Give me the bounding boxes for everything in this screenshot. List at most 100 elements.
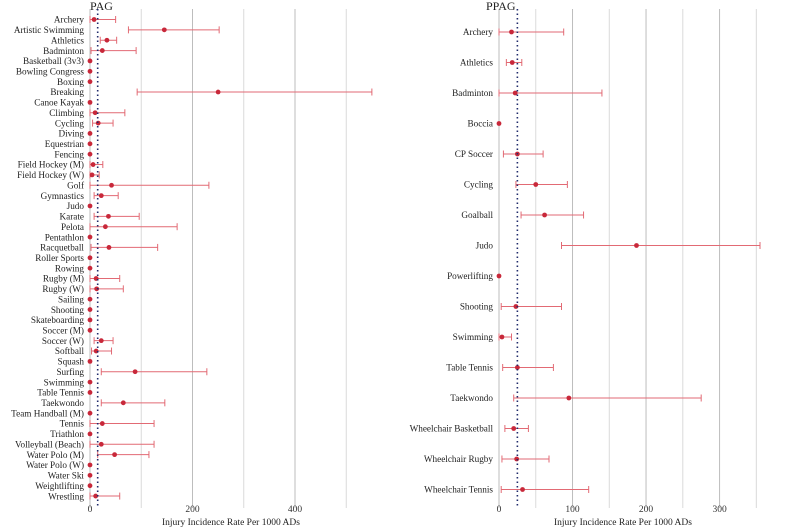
pag-point-estimate xyxy=(87,296,93,302)
pag-point-estimate xyxy=(87,379,93,385)
ppag-point-estimate xyxy=(509,60,515,65)
pag-row: Climbing xyxy=(49,108,126,118)
pag-row: Fencing xyxy=(54,149,93,159)
pag-x-axis-label: Injury Incidence Rate Per 1000 ADs xyxy=(162,518,300,528)
ppag-x-tick-label: 200 xyxy=(639,505,654,515)
pag-point-estimate xyxy=(215,89,221,95)
pag-row-label: Taekwondo xyxy=(41,398,84,408)
ppag-rows: Archery Athletics Badminton Boccia CP Soccer… xyxy=(410,27,761,495)
pag-row-label: Judo xyxy=(67,201,85,211)
pag-row: Archery xyxy=(54,15,117,25)
pag-point-estimate xyxy=(87,327,93,333)
ppag-point-estimate xyxy=(542,212,547,218)
ppag-row-label: Shooting xyxy=(460,302,494,312)
ppag-x-tick-label: 100 xyxy=(565,505,580,515)
pag-row: Field Hockey (W) xyxy=(17,170,100,180)
pag-point-estimate xyxy=(92,110,98,116)
pag-row-label: Softball xyxy=(55,346,85,356)
pag-row-label: Cycling xyxy=(55,118,84,128)
pag-row: Roller Sports xyxy=(35,253,93,263)
pag-row-label: Soccer (W) xyxy=(42,336,84,346)
ppag-x-ticks: 0 100 200 300 xyxy=(497,505,727,515)
pag-row-label: Fencing xyxy=(54,149,84,159)
pag-point-estimate xyxy=(120,400,126,406)
pag-gridlines xyxy=(89,9,347,508)
pag-row-label: Athletics xyxy=(51,35,85,45)
pag-point-estimate xyxy=(99,48,105,53)
pag-x-tick-label: 400 xyxy=(288,505,303,515)
pag-row-label: Team Handball (M) xyxy=(11,408,84,418)
pag-point-estimate xyxy=(87,131,93,136)
pag-point-estimate xyxy=(87,390,93,395)
pag-row-label: Water Ski xyxy=(48,471,85,481)
pag-row-label: Rugby (W) xyxy=(42,284,84,294)
pag-row: Pentathlon xyxy=(45,232,93,242)
pag-row: Taekwondo xyxy=(41,398,166,408)
ppag-row-label: Swimming xyxy=(453,332,494,342)
pag-row-label: Surfing xyxy=(56,367,84,377)
ppag-row-label: Archery xyxy=(463,27,494,37)
pag-row: Table Tennis xyxy=(37,388,93,398)
pag-row-label: Climbing xyxy=(49,108,84,118)
ppag-x-axis-label: Injury Incidence Rate Per 1000 ADs xyxy=(554,518,692,528)
ppag-row-label: Taekwondo xyxy=(450,393,493,403)
pag-row: Judo xyxy=(67,201,93,211)
pag-row-label: Pelota xyxy=(61,222,84,232)
pag-row-label: Gymnastics xyxy=(41,191,85,201)
ppag-row-label: Wheelchair Basketball xyxy=(410,424,494,434)
pag-point-estimate xyxy=(94,286,100,292)
pag-point-estimate xyxy=(87,462,93,468)
pag-point-estimate xyxy=(87,68,93,74)
pag-row: Canoe Kayak xyxy=(34,98,93,108)
pag-row-label: Rowing xyxy=(55,263,85,273)
ppag-row-label: Boccia xyxy=(467,119,493,129)
pag-row: Soccer (M) xyxy=(42,326,93,336)
pag-point-estimate xyxy=(87,317,93,323)
pag-row-label: Bowling Congress xyxy=(16,67,85,77)
ppag-row: Wheelchair Rugby xyxy=(424,454,550,464)
pag-row-label: Sailing xyxy=(58,294,84,304)
pag-row: Badminton xyxy=(43,46,137,56)
pag-x-tick-label: 0 xyxy=(88,505,93,515)
pag-row: Rugby (M) xyxy=(43,274,121,284)
ppag-row: Badminton xyxy=(452,88,603,98)
pag-row: Equestrian xyxy=(45,139,93,149)
pag-row: Shooting xyxy=(51,305,93,315)
ppag-row: Swimming xyxy=(453,332,512,342)
pag-point-estimate xyxy=(95,120,101,126)
pag-row-label: Water Polo (M) xyxy=(27,450,84,460)
ppag-row-label: CP Soccer xyxy=(455,149,493,159)
ppag-row: Cycling xyxy=(464,180,568,190)
ppag-row: Table Tennis xyxy=(446,363,554,373)
pag-row-label: Squash xyxy=(57,357,84,367)
pag-row: Water Polo (W) xyxy=(26,460,93,470)
pag-row: Rugby (W) xyxy=(42,284,124,294)
ppag-row: Athletics xyxy=(460,58,523,68)
pag-row-label: Karate xyxy=(60,212,84,222)
pag-point-estimate xyxy=(98,193,104,199)
ppag-row-label: Wheelchair Rugby xyxy=(424,454,494,464)
ppag-row-label: Cycling xyxy=(464,180,493,190)
ppag-point-estimate xyxy=(509,29,514,35)
pag-row-label: Field Hockey (M) xyxy=(18,160,84,170)
pag-row-label: Swimming xyxy=(44,377,85,387)
pag-x-ticks: 0 200 400 xyxy=(88,505,303,515)
pag-point-estimate xyxy=(132,369,138,375)
pag-point-estimate xyxy=(87,307,93,312)
ppag-row-label: Table Tennis xyxy=(446,363,493,373)
pag-point-estimate xyxy=(161,27,167,33)
pag-row: Cycling xyxy=(55,118,114,128)
pag-point-estimate xyxy=(87,58,93,64)
pag-row: Athletics xyxy=(51,35,118,45)
pag-point-estimate xyxy=(87,483,93,489)
pag-row: Gymnastics xyxy=(41,191,119,201)
ppag-row-label: Powerlifting xyxy=(447,271,493,281)
pag-row: Skateboarding xyxy=(31,315,93,325)
pag-point-estimate xyxy=(87,265,93,271)
ppag-row: Powerlifting xyxy=(447,271,502,281)
pag-row-label: Roller Sports xyxy=(35,253,84,263)
ppag-row-label: Goalball xyxy=(461,210,493,220)
ppag-row-label: Wheelchair Tennis xyxy=(424,485,493,495)
